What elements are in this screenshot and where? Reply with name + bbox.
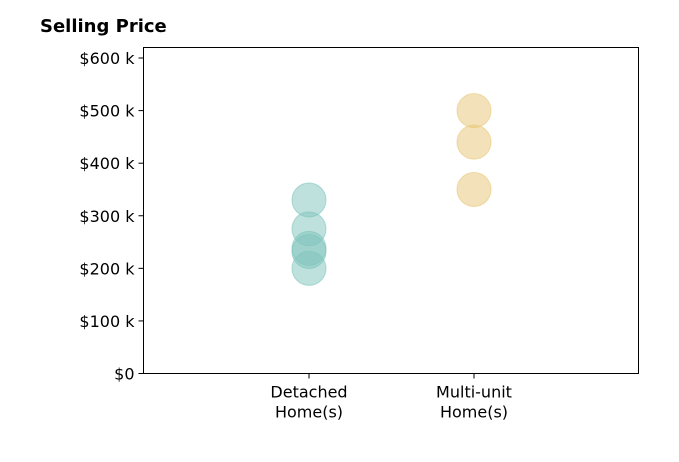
data-point	[456, 171, 492, 207]
data-point	[456, 93, 492, 129]
y-tick-label: $400 k	[79, 154, 135, 173]
y-tick-label: $0	[114, 365, 134, 384]
x-tick-label: Detached Home(s)	[270, 383, 347, 422]
data-point	[456, 124, 492, 160]
chart-title: Selling Price	[40, 16, 167, 37]
y-tick-label: $200 k	[79, 259, 135, 278]
y-axis: $0 $100 k $200 k $300 k $400 k $500 k $600 k	[79, 49, 144, 384]
y-tick-label: $500 k	[79, 102, 135, 121]
x-tick-label: Multi-unit Home(s)	[436, 383, 512, 422]
y-tick-label: $300 k	[79, 207, 135, 226]
x-axis: Detached Home(s) Multi-unit Home(s)	[270, 373, 512, 422]
data-points	[291, 93, 492, 286]
plot-frame	[143, 47, 639, 374]
y-tick-label: $600 k	[79, 49, 135, 68]
y-tick-label: $100 k	[79, 312, 135, 331]
data-point	[291, 250, 327, 286]
